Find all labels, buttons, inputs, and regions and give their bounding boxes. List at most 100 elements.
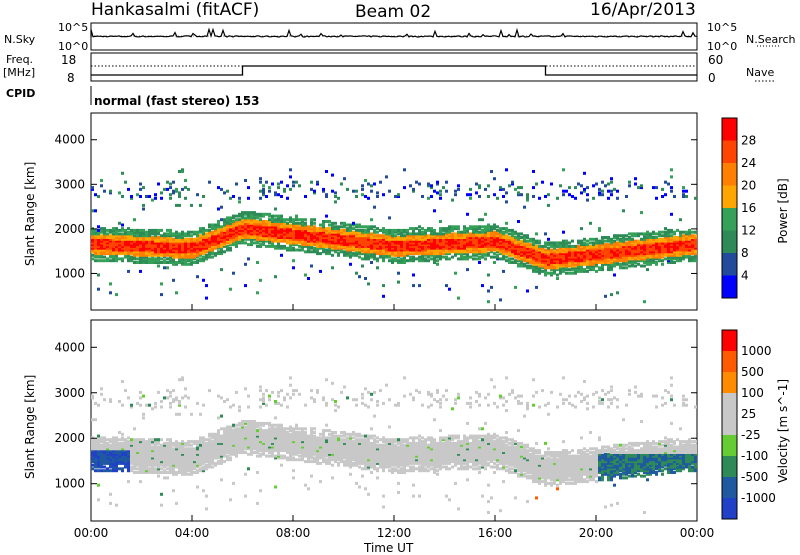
- power-cell: [412, 227, 415, 230]
- power-cell: [511, 257, 514, 260]
- velocity-cell: [97, 498, 100, 501]
- power-cell: [553, 241, 556, 244]
- power-cell: [622, 209, 625, 212]
- power-cell: [517, 232, 520, 235]
- power-cell: [133, 218, 136, 221]
- power-cell: [487, 184, 490, 187]
- power-cell: [379, 181, 382, 184]
- power-cell: [352, 222, 355, 225]
- velocity-cell: [232, 424, 235, 427]
- power-cell: [514, 188, 517, 191]
- power-cell: [310, 265, 313, 268]
- power-cell: [364, 195, 367, 198]
- velocity-cell: [211, 466, 214, 469]
- velocity-cell: [130, 404, 133, 407]
- velocity-cell: [103, 436, 106, 439]
- velocity-cell: [196, 440, 199, 443]
- power-cell: [160, 282, 163, 285]
- power-cell: [445, 181, 448, 184]
- velocity-cell: [181, 440, 184, 443]
- power-cell: [421, 227, 424, 230]
- power-cell: [619, 238, 622, 241]
- power-cell: [361, 184, 364, 187]
- power-cell: [430, 184, 433, 187]
- velocity-cell: [184, 406, 187, 409]
- power-cell: [187, 238, 190, 241]
- power-cell: [259, 243, 262, 246]
- power-cell: [121, 172, 124, 175]
- power-cell: [508, 229, 511, 232]
- velocity-cell: [175, 396, 178, 399]
- velocity-cell: [169, 406, 172, 409]
- power-cell: [277, 215, 280, 218]
- power-cell: [652, 186, 655, 189]
- power-cell: [601, 190, 604, 193]
- power-cell: [424, 257, 427, 260]
- power-cell: [286, 184, 289, 187]
- velocity-cell: [97, 438, 100, 441]
- power-cell: [295, 249, 298, 252]
- velocity-cell: [118, 438, 121, 441]
- velocity-cell: [178, 413, 181, 416]
- velocity-cell: [196, 402, 199, 405]
- power-cell: [427, 259, 430, 262]
- power-cell: [292, 184, 295, 187]
- velocity-cell: [166, 471, 169, 474]
- power-cell: [199, 227, 202, 230]
- velocity-cell: [97, 404, 100, 407]
- power-cell: [160, 197, 163, 200]
- power-cell: [502, 188, 505, 191]
- power-cell: [415, 232, 418, 235]
- velocity-cell: [127, 436, 130, 439]
- power-cell: [145, 195, 148, 198]
- power-cell: [289, 188, 292, 191]
- power-cell: [502, 270, 505, 273]
- power-cell: [505, 227, 508, 230]
- power-cell: [247, 243, 250, 246]
- power-cell: [604, 240, 607, 243]
- power-cell: [136, 261, 139, 264]
- velocity-cell: [136, 471, 139, 474]
- power-cell: [568, 241, 571, 244]
- power-cell: [136, 229, 139, 232]
- power-cell: [445, 284, 448, 287]
- power-cell: [328, 220, 331, 223]
- power-cell: [454, 193, 457, 196]
- power-cell: [358, 256, 361, 259]
- power-cell: [106, 257, 109, 260]
- power-cell: [481, 284, 484, 287]
- power-cell: [379, 234, 382, 237]
- power-cell: [604, 236, 607, 239]
- power-cell: [688, 229, 691, 232]
- velocity-cell: [259, 389, 262, 392]
- power-cell: [493, 224, 496, 227]
- power-cell: [556, 241, 559, 244]
- velocity-cell: [145, 440, 148, 443]
- power-cell: [385, 175, 388, 178]
- power-cell: [496, 254, 499, 257]
- velocity-cell: [253, 451, 256, 454]
- velocity-cell: [262, 393, 265, 396]
- velocity-cell: [172, 389, 175, 392]
- power-cell: [169, 197, 172, 200]
- velocity-cell: [163, 476, 166, 479]
- power-cell: [145, 231, 148, 234]
- power-cell: [193, 238, 196, 241]
- power-cell: [154, 193, 157, 196]
- power-cell: [394, 234, 397, 237]
- power-cell: [373, 206, 376, 209]
- power-cell: [292, 259, 295, 262]
- power-cell: [499, 186, 502, 189]
- power-cell: [550, 272, 553, 275]
- power-cell: [400, 257, 403, 260]
- power-cell: [628, 184, 631, 187]
- power-cell: [337, 252, 340, 255]
- power-cell: [163, 232, 166, 235]
- power-cell: [484, 225, 487, 228]
- power-cell: [175, 261, 178, 264]
- velocity-cell: [157, 438, 160, 441]
- power-cell: [622, 234, 625, 237]
- velocity-cell: [232, 429, 235, 432]
- power-cell: [157, 229, 160, 232]
